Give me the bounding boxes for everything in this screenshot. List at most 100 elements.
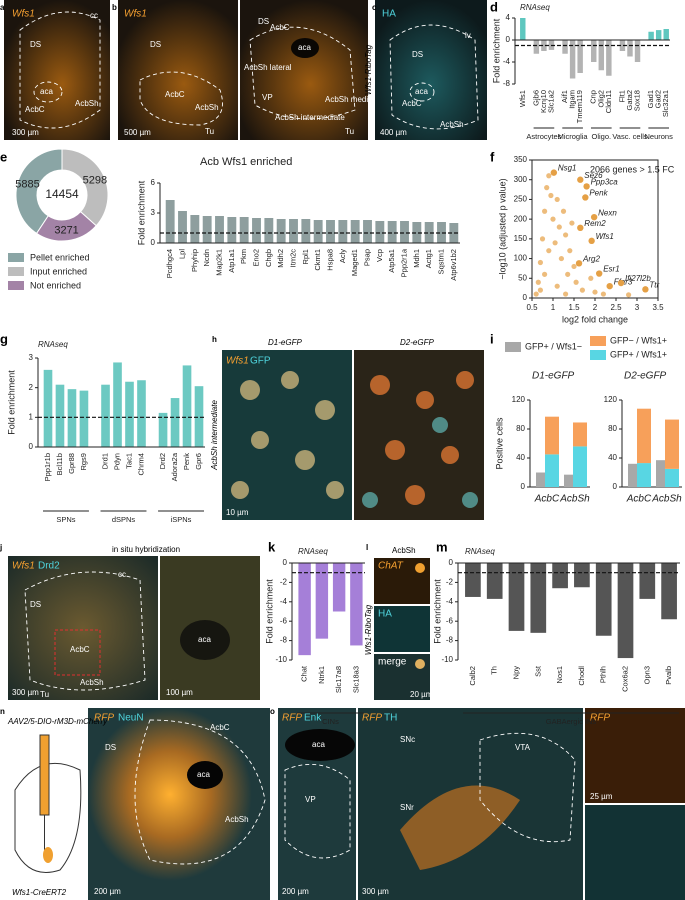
y-axis-label: Fold enrichment	[136, 180, 146, 245]
micrograph	[585, 805, 685, 900]
y-tick-label: -10	[441, 655, 453, 664]
image-label: AcbSh	[195, 103, 219, 112]
category-label: Kcnj10	[539, 90, 548, 113]
y-tick-label: 300	[514, 175, 528, 184]
chart-title: RNAseq	[38, 340, 68, 349]
point	[550, 169, 558, 176]
image-label: Wfs1	[12, 9, 35, 20]
point	[571, 263, 577, 270]
bar	[363, 220, 372, 243]
category-label: Ppp2r1a	[399, 248, 408, 277]
y-tick-label: 0	[521, 482, 526, 491]
bar	[375, 221, 385, 243]
category-label: Slc32a1	[661, 90, 670, 117]
bar	[574, 563, 590, 588]
category-label: Sst	[533, 665, 542, 677]
category-label: Atp5a1	[387, 249, 396, 273]
slice-label: 5298	[83, 174, 107, 186]
image-label: cc	[118, 570, 126, 579]
pie-slice	[35, 211, 97, 242]
ventricle	[285, 729, 355, 761]
point-label: Nexn	[598, 208, 617, 217]
bar-segment	[536, 472, 545, 487]
outline	[134, 719, 266, 865]
group-label: CINs	[322, 717, 339, 726]
y-tick-label: 200	[514, 214, 528, 223]
image-label: DS	[412, 50, 423, 59]
y-tick-label: 120	[512, 395, 526, 404]
x-tick-label: 3	[635, 303, 640, 312]
y-tick-label: 150	[514, 234, 528, 243]
point	[575, 260, 583, 267]
y-tick-label: 40	[516, 453, 525, 462]
category-label: Chat	[300, 665, 309, 682]
point	[546, 173, 552, 179]
point	[606, 282, 613, 290]
x-tick-label: 2	[593, 303, 598, 312]
y-tick-label: -4	[280, 597, 288, 606]
category-label: AcbC	[534, 494, 560, 505]
category-label: Ntrk1	[317, 666, 326, 684]
category-label: Slc18a3	[351, 666, 360, 693]
category-label: Wfs1	[518, 90, 527, 107]
micrograph	[374, 606, 430, 652]
x-tick-label: 0.5	[526, 303, 538, 312]
image-label: DS	[30, 600, 41, 609]
panel-letter: i	[490, 331, 494, 346]
point	[583, 183, 590, 190]
image-label: 300 µm	[12, 688, 39, 697]
group-label: Astrocytes	[526, 132, 561, 141]
bar	[332, 563, 346, 612]
point	[537, 287, 544, 293]
image-label: VTA	[515, 743, 531, 752]
bar	[619, 40, 626, 51]
category-label: Cldn11	[604, 90, 613, 113]
micrograph	[375, 0, 487, 140]
image-label: SNr	[400, 803, 414, 812]
y-tick-label: 100	[514, 254, 528, 263]
projection	[400, 785, 520, 870]
category-label: Cox6a2	[620, 666, 629, 692]
point	[567, 248, 573, 254]
category-label: Drd2	[158, 453, 167, 469]
image-label: AcbC	[210, 723, 230, 732]
category-label: Actg1	[424, 249, 433, 268]
y-tick-label: -8	[446, 636, 454, 645]
cells	[370, 371, 474, 505]
cells	[362, 417, 478, 508]
image-label: RFP	[282, 713, 302, 724]
bar	[412, 222, 422, 243]
bar-segment	[637, 408, 651, 464]
bar	[289, 219, 298, 243]
outline	[409, 82, 435, 102]
category-label: Rpl1	[301, 249, 310, 264]
image-label: aca	[415, 87, 428, 96]
group-label: Microglia	[558, 132, 589, 141]
image-label: Enk	[304, 713, 322, 724]
category-label: Acly	[338, 249, 347, 263]
chart-title: RNAseq	[298, 547, 328, 556]
y-tick-label: -6	[280, 616, 288, 625]
bar-segment	[573, 446, 587, 487]
category-label: Cnp	[589, 90, 598, 104]
micrograph	[88, 708, 270, 900]
y-tick-label: 3	[29, 353, 34, 362]
group-label: Neurons	[644, 132, 673, 141]
category-label: Phyhip	[190, 249, 199, 272]
legend-swatch	[590, 350, 606, 360]
category-label: Psap	[362, 249, 371, 266]
category-label: Gad1	[646, 90, 655, 108]
image-label: Tu	[205, 127, 214, 136]
y-tick-label: 0	[613, 482, 618, 491]
image-label: cc	[90, 11, 98, 20]
panel-letter: a	[0, 3, 5, 12]
image-label: AcbC	[270, 23, 290, 32]
image-label: AcbC	[25, 105, 45, 114]
category-label: Mdh1	[412, 249, 421, 268]
y-tick-label: 80	[608, 424, 617, 433]
legend-label: Not enriched	[30, 280, 81, 290]
point	[539, 236, 546, 242]
bar	[465, 563, 481, 597]
group-label: GABAergic INs	[546, 717, 597, 726]
